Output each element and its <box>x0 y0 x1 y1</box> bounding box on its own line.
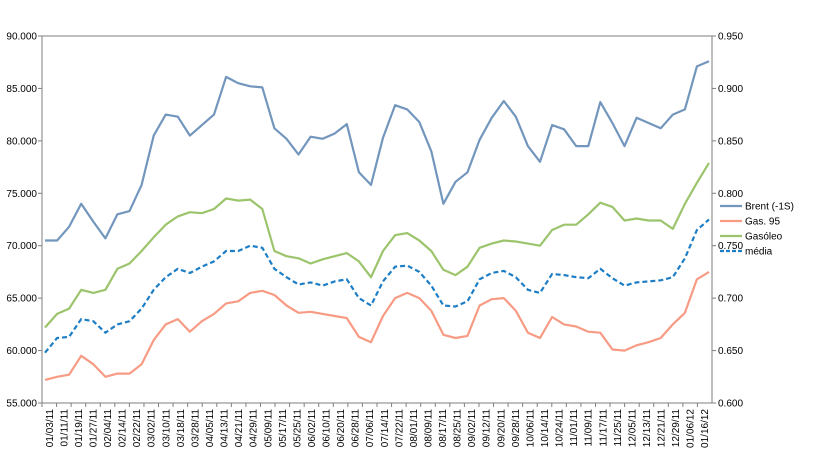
x-tick-label: 06/28/11 <box>351 409 362 448</box>
left-tick-label: 85.000 <box>6 84 37 95</box>
x-tick-label: 07/22/11 <box>394 409 405 448</box>
legend-label-0: Brent (-1S) <box>745 202 794 213</box>
series-line-1 <box>44 270 710 381</box>
right-tick-label: 0.750 <box>718 241 743 252</box>
x-tick-label: 06/20/11 <box>336 409 347 448</box>
right-tick-label: 0.800 <box>718 189 743 200</box>
x-tick-label: 04/21/11 <box>234 409 245 448</box>
x-tick-label: 12/13/11 <box>642 409 653 448</box>
x-tick-label: 02/04/11 <box>103 409 114 448</box>
x-tick-label: 04/05/11 <box>205 409 216 448</box>
x-tick-label: 11/01/11 <box>569 409 580 447</box>
x-tick-label: 10/14/11 <box>540 409 551 448</box>
x-axis: 01/03/11 01/11/11 01/19/11 01/27/11 02/04/11… <box>41 403 711 448</box>
right-tick-label: 0.650 <box>718 346 743 357</box>
x-tick-label: 01/27/11 <box>88 409 99 448</box>
x-tick-label: 07/06/11 <box>365 409 376 448</box>
x-tick-label: 03/28/11 <box>190 409 201 448</box>
x-tick-label: 06/10/11 <box>322 409 333 448</box>
series-line-2 <box>44 162 710 329</box>
left-tick-label: 75.000 <box>6 189 37 200</box>
x-tick-label: 08/17/11 <box>438 409 449 448</box>
x-tick-label: 05/09/11 <box>263 409 274 448</box>
x-tick-label: 11/09/11 <box>584 409 595 447</box>
x-tick-label: 03/10/11 <box>161 409 172 448</box>
x-tick-label: 01/19/11 <box>74 409 85 448</box>
left-tick-label: 80.000 <box>6 136 37 147</box>
x-tick-label: 02/22/11 <box>132 409 143 448</box>
left-axis: 55.000 60.000 65.000 70.000 75.000 80.000 85.0… <box>6 32 42 410</box>
x-tick-label: 11/25/11 <box>613 409 624 447</box>
right-tick-label: 0.700 <box>718 294 743 305</box>
x-tick-label: 10/24/11 <box>555 409 566 448</box>
x-tick-label: 04/29/11 <box>249 409 260 448</box>
series-line-3 <box>44 218 710 354</box>
right-tick-label: 0.600 <box>718 399 743 410</box>
x-tick-label: 08/09/11 <box>423 409 434 448</box>
x-tick-label: 04/13/11 <box>220 409 231 448</box>
legend-label-3: média <box>745 247 773 258</box>
legend-label-1: Gas. 95 <box>745 217 780 228</box>
left-tick-label: 65.000 <box>6 294 37 305</box>
x-tick-label: 10/06/11 <box>525 409 536 448</box>
x-tick-label: 05/17/11 <box>278 409 289 448</box>
left-tick-label: 90.000 <box>6 32 37 43</box>
series-line-0 <box>45 60 710 242</box>
x-tick-label: 09/02/11 <box>467 409 478 448</box>
x-tick-label: 01/03/11 <box>45 409 56 448</box>
left-tick-label: 55.000 <box>6 399 37 410</box>
x-tick-label: 01/16/12 <box>700 409 711 448</box>
x-tick-label: 03/18/11 <box>176 409 187 448</box>
right-axis: 0.600 0.650 0.700 0.750 0.800 0.850 0.900 0.950 <box>712 32 743 410</box>
x-tick-label: 12/21/11 <box>657 409 668 448</box>
x-tick-label: 02/14/11 <box>118 409 129 448</box>
x-tick-label: 12/05/11 <box>627 409 638 448</box>
x-tick-label: 06/02/11 <box>307 409 318 448</box>
x-tick-label: 09/12/11 <box>482 409 493 448</box>
right-tick-label: 0.950 <box>718 32 743 43</box>
legend-label-2: Gasóleo <box>745 232 783 243</box>
left-tick-label: 60.000 <box>6 346 37 357</box>
x-tick-label: 03/02/11 <box>147 409 158 448</box>
x-tick-label: 08/25/11 <box>453 409 464 448</box>
right-tick-label: 0.900 <box>718 84 743 95</box>
x-tick-label: 01/11/11 <box>59 409 70 447</box>
x-tick-label: 09/28/11 <box>511 409 522 448</box>
right-tick-label: 0.850 <box>718 136 743 147</box>
left-tick-label: 70.000 <box>6 241 37 252</box>
legend: Brent (-1S) Gas. 95 Gasóleo média <box>720 202 794 258</box>
x-tick-label: 05/25/11 <box>292 409 303 448</box>
x-tick-label: 11/17/11 <box>598 409 609 447</box>
x-tick-label: 12/29/11 <box>671 409 682 448</box>
x-tick-label: 01/06/12 <box>686 409 697 448</box>
series-layer <box>44 60 710 381</box>
x-tick-label: 07/14/11 <box>380 409 391 448</box>
x-tick-label: 08/01/11 <box>409 409 420 448</box>
x-tick-label: 09/20/11 <box>496 409 507 448</box>
